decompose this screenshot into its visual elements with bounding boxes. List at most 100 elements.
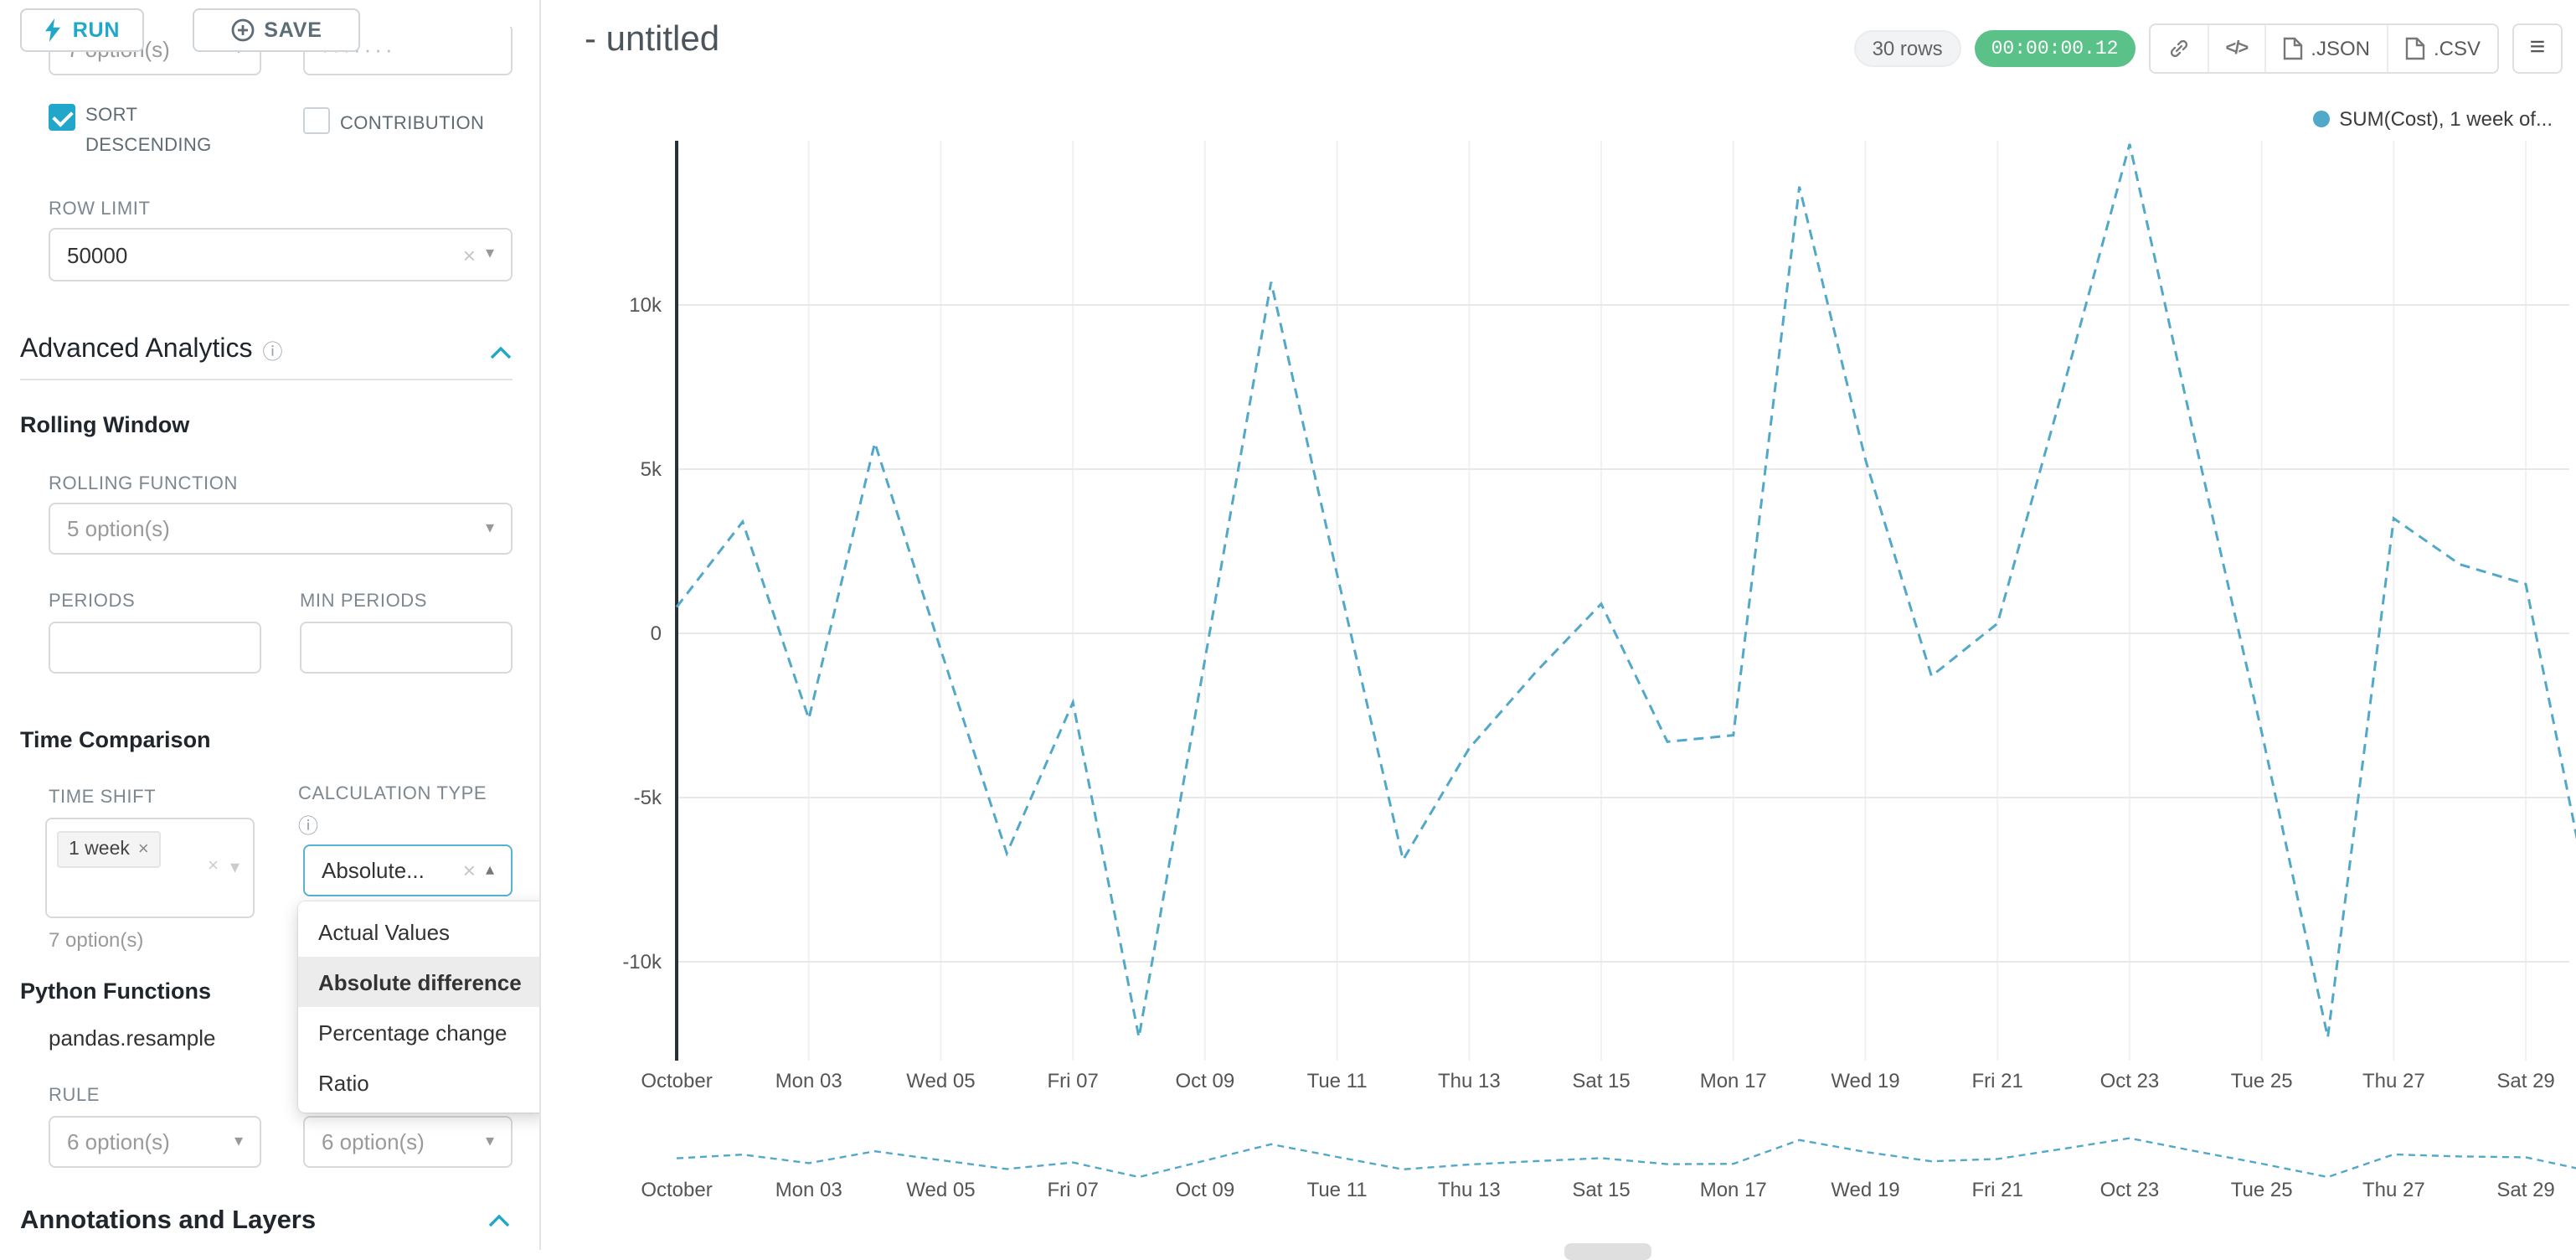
tag-remove-icon[interactable]: × — [137, 839, 149, 860]
clear-icon[interactable]: × — [462, 858, 476, 883]
time-shift-select[interactable]: 1 week × × ▾ — [45, 818, 255, 918]
menu-icon: ≡ — [2529, 34, 2546, 62]
calculation-type-dropdown: Actual Values Absolute difference Percen… — [298, 901, 539, 1113]
dropdown-option-actual-values[interactable]: Actual Values — [318, 919, 451, 944]
time-shift-label: TIME SHIFT — [49, 788, 157, 808]
dropdown-option-ratio[interactable]: Ratio — [318, 1070, 369, 1095]
svg-text:Sat 29: Sat 29 — [2496, 1070, 2554, 1092]
chevron-up-icon[interactable] — [487, 1213, 511, 1228]
more-menu-button[interactable]: ≡ — [2512, 23, 2563, 74]
svg-text:-5k: -5k — [634, 787, 662, 809]
svg-text:Oct 23: Oct 23 — [2100, 1179, 2160, 1201]
svg-text:Thu 13: Thu 13 — [1438, 1179, 1501, 1201]
svg-text:Wed 19: Wed 19 — [1831, 1179, 1899, 1201]
time-shift-tag-label: 1 week — [69, 839, 130, 860]
hidden-element-stub — [1564, 1243, 1651, 1260]
section-divider — [20, 379, 513, 380]
caret-down-icon: ▾ — [485, 245, 494, 263]
row-limit-label: ROW LIMIT — [49, 199, 151, 219]
svg-text:Tue 11: Tue 11 — [1307, 1179, 1368, 1201]
svg-text:10k: 10k — [629, 294, 662, 317]
embed-code-button[interactable]: </> — [2207, 25, 2264, 72]
file-icon — [2405, 37, 2425, 60]
run-button[interactable]: RUN — [20, 8, 144, 52]
caret-down-icon: ▾ — [485, 1132, 494, 1150]
main-chart[interactable]: October Mon 03 Wed 05 Fri 07 Oct 09 Tue 11 Thu… — [543, 97, 2576, 1102]
row-limit-select[interactable]: 50000 × ▾ — [49, 228, 513, 281]
svg-text:0: 0 — [651, 622, 662, 645]
method-value: 6 option(s) — [322, 1129, 425, 1154]
save-label: SAVE — [264, 18, 322, 42]
svg-text:Mon 03: Mon 03 — [775, 1070, 842, 1092]
rule-select[interactable]: 6 option(s) ▾ — [49, 1116, 261, 1168]
time-shift-hint: 7 option(s) — [49, 928, 144, 952]
rule-label: RULE — [49, 1086, 100, 1106]
pandas-resample-label: pandas.resample — [49, 1025, 216, 1051]
annotations-header[interactable]: Annotations and Layers — [20, 1206, 316, 1237]
rolling-function-label: ROLLING FUNCTION — [49, 474, 238, 494]
export-csv-button[interactable]: .CSV — [2386, 25, 2497, 72]
clear-icon[interactable]: × — [208, 856, 219, 876]
svg-text:Tue 11: Tue 11 — [1307, 1070, 1368, 1092]
time-shift-tag[interactable]: 1 week × — [57, 831, 161, 868]
min-periods-input[interactable] — [300, 622, 513, 674]
row-count-badge: 30 rows — [1853, 30, 1961, 67]
rolling-window-title: Rolling Window — [20, 412, 190, 437]
link-icon — [2170, 39, 2187, 58]
svg-text:Tue 25: Tue 25 — [2231, 1070, 2293, 1092]
svg-text:Wed 05: Wed 05 — [906, 1070, 975, 1092]
svg-text:Fri 07: Fri 07 — [1047, 1070, 1098, 1092]
info-icon: ⓘ — [298, 814, 319, 838]
run-label: RUN — [72, 18, 121, 42]
svg-text:Thu 27: Thu 27 — [2362, 1070, 2425, 1092]
min-periods-label: MIN PERIODS — [300, 591, 428, 612]
calculation-type-label: CALCULATION TYPE — [298, 784, 487, 804]
method-select[interactable]: 6 option(s) ▾ — [303, 1116, 513, 1168]
export-button-group: </> .JSON .CSV — [2148, 23, 2499, 74]
advanced-analytics-header[interactable]: Advanced Analytics ⓘ — [20, 335, 283, 365]
rolling-function-select[interactable]: 5 option(s) ▾ — [49, 503, 513, 555]
dropdown-option-percentage-change[interactable]: Percentage change — [318, 1020, 507, 1045]
svg-text:Mon 03: Mon 03 — [775, 1179, 842, 1201]
svg-text:Mon 17: Mon 17 — [1700, 1179, 1767, 1201]
sort-descending-checkbox[interactable] — [49, 104, 75, 131]
export-csv-label: .CSV — [2433, 37, 2481, 60]
copy-link-button[interactable] — [2150, 25, 2207, 72]
legend-label: SUM(Cost), 1 week of... — [2339, 107, 2553, 131]
contribution-checkbox[interactable] — [303, 107, 330, 134]
chart-legend[interactable]: SUM(Cost), 1 week of... — [2312, 107, 2553, 131]
query-timer-badge: 00:00:00.12 — [1974, 30, 2136, 67]
svg-text:Sat 15: Sat 15 — [1572, 1179, 1630, 1201]
control-panel: 7 option(s) ▾ ······· RUN SAVE SORT DESC… — [0, 0, 541, 1250]
svg-text:Thu 13: Thu 13 — [1438, 1070, 1501, 1092]
svg-text:Tue 25: Tue 25 — [2231, 1179, 2293, 1201]
export-json-button[interactable]: .JSON — [2264, 25, 2387, 72]
save-button[interactable]: SAVE — [193, 8, 360, 52]
rolling-function-value: 5 option(s) — [67, 516, 170, 541]
chart-title[interactable]: - untitled — [585, 20, 720, 59]
contribution-label: CONTRIBUTION — [340, 114, 485, 134]
caret-down-icon: ▾ — [229, 858, 240, 878]
rule-value: 6 option(s) — [67, 1129, 170, 1154]
svg-text:Thu 27: Thu 27 — [2362, 1179, 2425, 1201]
svg-text:-10k: -10k — [622, 951, 662, 973]
chevron-up-icon[interactable] — [489, 345, 513, 360]
periods-label: PERIODS — [49, 591, 136, 612]
legend-dot-icon — [2312, 111, 2330, 127]
dropdown-option-absolute-difference[interactable]: Absolute difference — [298, 957, 539, 1007]
calculation-type-select[interactable]: Absolute... × ▴ — [303, 844, 513, 896]
svg-text:Mon 17: Mon 17 — [1700, 1070, 1767, 1092]
clear-icon[interactable]: × — [462, 242, 476, 267]
svg-text:Wed 05: Wed 05 — [906, 1179, 975, 1201]
advanced-analytics-title: Advanced Analytics — [20, 335, 253, 364]
code-icon: </> — [2225, 39, 2249, 59]
svg-text:Fri 07: Fri 07 — [1047, 1179, 1098, 1201]
info-icon: ⓘ — [262, 339, 283, 363]
periods-input[interactable] — [49, 622, 261, 674]
plus-circle-icon — [230, 18, 254, 42]
svg-text:Oct 23: Oct 23 — [2100, 1070, 2160, 1092]
svg-text:Sat 15: Sat 15 — [1572, 1070, 1630, 1092]
svg-text:5k: 5k — [641, 458, 662, 481]
mini-preview-chart[interactable]: October Mon 03 Wed 05 Fri 07 Oct 09 Tue 11 Thu… — [543, 1106, 2576, 1223]
